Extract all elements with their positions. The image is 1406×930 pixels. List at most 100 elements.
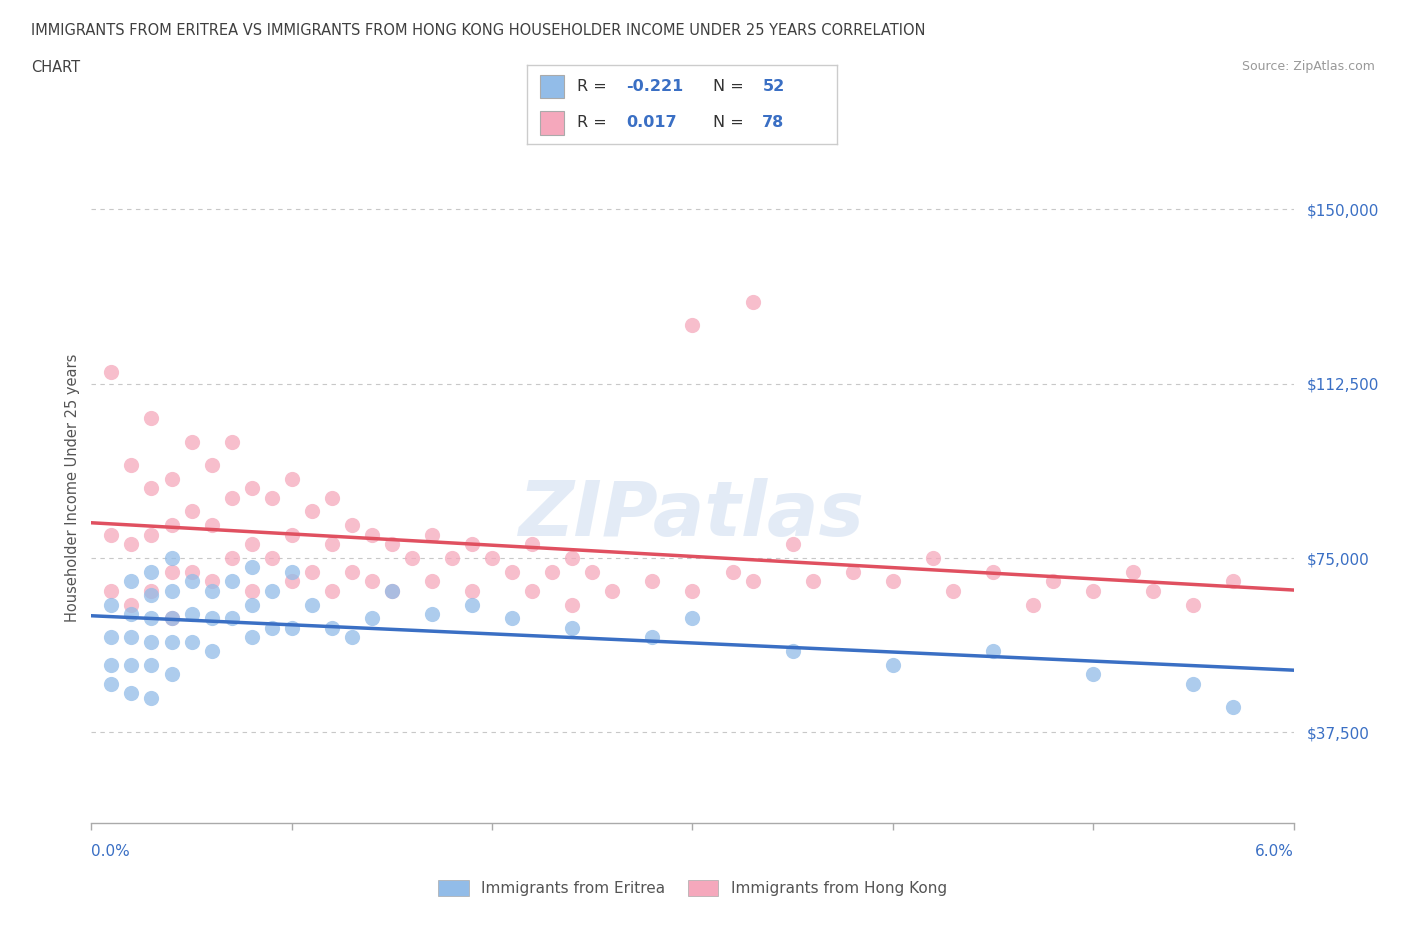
Point xyxy=(381,583,404,598)
Text: -0.221: -0.221 xyxy=(626,79,683,94)
Point xyxy=(641,574,664,589)
Point xyxy=(141,481,163,496)
Point xyxy=(121,458,143,472)
Point xyxy=(141,411,163,426)
Point xyxy=(721,565,744,579)
Point xyxy=(180,634,202,649)
Point xyxy=(381,537,404,551)
Point xyxy=(160,472,183,486)
Point xyxy=(141,634,163,649)
Point xyxy=(221,490,243,505)
Point xyxy=(321,620,343,635)
Point xyxy=(1042,574,1064,589)
Point xyxy=(240,583,263,598)
Point xyxy=(1182,676,1205,691)
Point xyxy=(260,583,283,598)
Point xyxy=(240,481,263,496)
Point xyxy=(240,597,263,612)
Point xyxy=(1083,583,1105,598)
Point xyxy=(100,583,122,598)
Point xyxy=(260,490,283,505)
Point xyxy=(420,527,443,542)
Text: 0.0%: 0.0% xyxy=(91,844,131,859)
Point xyxy=(100,658,122,672)
Point xyxy=(100,630,122,644)
Text: 52: 52 xyxy=(762,79,785,94)
Point xyxy=(281,620,304,635)
Text: R =: R = xyxy=(576,79,612,94)
Point xyxy=(180,434,202,449)
Point xyxy=(141,583,163,598)
Point xyxy=(221,434,243,449)
Point xyxy=(561,620,583,635)
Point xyxy=(141,527,163,542)
Point xyxy=(641,630,664,644)
Point xyxy=(121,685,143,700)
Point xyxy=(420,574,443,589)
Point xyxy=(340,630,363,644)
Point xyxy=(741,295,763,310)
Point xyxy=(1142,583,1164,598)
Point xyxy=(240,560,263,575)
Point xyxy=(301,504,323,519)
Point xyxy=(681,583,703,598)
Text: 78: 78 xyxy=(762,115,785,130)
Point xyxy=(160,565,183,579)
Point xyxy=(1083,667,1105,682)
Point xyxy=(841,565,863,579)
Point xyxy=(501,565,523,579)
Point xyxy=(121,597,143,612)
Point xyxy=(321,537,343,551)
Point xyxy=(201,518,224,533)
Point xyxy=(160,611,183,626)
Point xyxy=(481,551,503,565)
Point xyxy=(160,634,183,649)
Point xyxy=(461,537,484,551)
Point xyxy=(141,588,163,603)
Point xyxy=(401,551,423,565)
Point xyxy=(100,527,122,542)
Point xyxy=(782,644,804,658)
Point xyxy=(360,574,382,589)
Point xyxy=(141,658,163,672)
Text: IMMIGRANTS FROM ERITREA VS IMMIGRANTS FROM HONG KONG HOUSEHOLDER INCOME UNDER 25: IMMIGRANTS FROM ERITREA VS IMMIGRANTS FR… xyxy=(31,23,925,38)
Point xyxy=(180,606,202,621)
Point xyxy=(1022,597,1045,612)
Point xyxy=(741,574,763,589)
Text: N =: N = xyxy=(713,115,749,130)
Point xyxy=(201,574,224,589)
Text: N =: N = xyxy=(713,79,749,94)
Point xyxy=(180,504,202,519)
Point xyxy=(922,551,945,565)
Point xyxy=(301,565,323,579)
Text: Source: ZipAtlas.com: Source: ZipAtlas.com xyxy=(1241,60,1375,73)
Point xyxy=(340,565,363,579)
Point xyxy=(321,583,343,598)
Point xyxy=(1182,597,1205,612)
Point xyxy=(981,644,1004,658)
Point xyxy=(121,606,143,621)
Point xyxy=(420,606,443,621)
Point xyxy=(160,518,183,533)
Point xyxy=(681,318,703,333)
Point xyxy=(981,565,1004,579)
Point xyxy=(180,574,202,589)
Point xyxy=(340,518,363,533)
Point xyxy=(360,611,382,626)
Point xyxy=(1222,699,1244,714)
Point xyxy=(801,574,824,589)
Point xyxy=(461,597,484,612)
Point xyxy=(520,537,543,551)
Point xyxy=(541,565,564,579)
Point xyxy=(180,565,202,579)
Point xyxy=(221,611,243,626)
Point xyxy=(121,630,143,644)
Point xyxy=(882,658,904,672)
Point xyxy=(141,565,163,579)
Point xyxy=(561,597,583,612)
Point xyxy=(942,583,965,598)
Point xyxy=(440,551,463,565)
Point xyxy=(100,676,122,691)
Point xyxy=(260,620,283,635)
Point xyxy=(100,597,122,612)
